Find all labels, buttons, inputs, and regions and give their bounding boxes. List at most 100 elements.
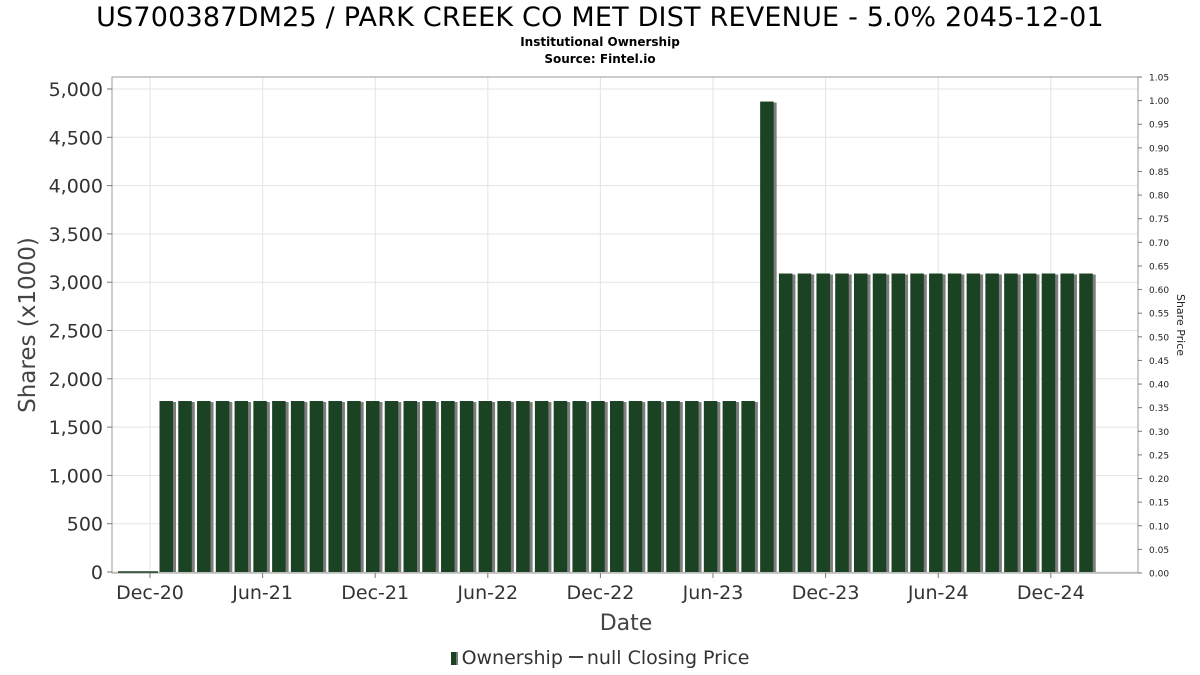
ownership-bar — [441, 401, 455, 572]
y-tick-label: 2,500 — [49, 321, 103, 343]
x-tick-label: Jun-24 — [907, 582, 969, 604]
ownership-bar — [309, 401, 324, 572]
y2-tick-label: 0.45 — [1149, 357, 1169, 367]
ownership-bar — [290, 401, 305, 572]
ownership-bar — [1022, 273, 1037, 572]
chart-subtitle: Institutional Ownership — [520, 35, 680, 49]
y2-tick-label: 0.90 — [1149, 144, 1169, 154]
y2-tick-label: 0.50 — [1149, 333, 1169, 343]
ownership-bar — [534, 401, 549, 572]
ownership-bar — [816, 273, 830, 572]
ownership-bar — [572, 401, 586, 572]
y2-tick-label: 0.25 — [1149, 451, 1169, 461]
ownership-bar — [647, 401, 662, 572]
ownership-bar — [347, 401, 361, 572]
ownership-bar — [985, 273, 999, 572]
ownership-bar — [966, 273, 981, 572]
ownership-bar — [272, 401, 286, 572]
y-tick-label: 500 — [67, 514, 103, 536]
ownership-bar — [178, 401, 192, 572]
y2-tick-label: 0.85 — [1149, 168, 1169, 178]
ownership-bar — [459, 401, 474, 572]
chart-title: US700387DM25 / PARK CREEK CO MET DIST RE… — [96, 2, 1104, 33]
y2-tick-label: 0.40 — [1149, 381, 1169, 391]
y2-tick-label: 0.75 — [1149, 215, 1169, 225]
ownership-bar — [947, 273, 962, 572]
bars-layer — [118, 101, 1096, 573]
ownership-bar — [741, 401, 755, 572]
y2-tick-label: 0.10 — [1149, 522, 1169, 532]
ownership-bar — [778, 273, 793, 572]
y-tick-label: 5,000 — [49, 79, 103, 101]
ownership-bar — [422, 401, 436, 572]
y2-tick-label: 0.00 — [1149, 570, 1169, 580]
y-tick-label: 3,000 — [49, 272, 103, 294]
y2-tick-label: 0.05 — [1149, 546, 1169, 556]
y2-tick-label: 0.65 — [1149, 262, 1169, 272]
x-tick-label: Dec-22 — [566, 582, 634, 604]
ownership-bar — [553, 401, 568, 572]
x-tick-label: Jun-22 — [456, 582, 518, 604]
ownership-bar — [891, 273, 906, 572]
chart-legend: Ownership null Closing Price — [0, 647, 1200, 669]
ownership-bar — [365, 401, 380, 572]
ownership-bar — [478, 401, 493, 572]
y2-tick-label: 0.55 — [1149, 310, 1169, 320]
ownership-bar — [1060, 273, 1074, 572]
ownership-bar — [159, 401, 173, 572]
y-tick-label: 3,500 — [49, 224, 103, 246]
y-axis: 0 500 1,000 1,500 2,000 2,500 3,000 3,500 4,000 4… — [49, 79, 112, 584]
ownership-bar — [403, 401, 418, 572]
ownership-bar — [835, 273, 849, 572]
y-tick-label: 2,000 — [49, 369, 103, 391]
x-tick-label: Dec-20 — [116, 582, 184, 604]
y2-axis-label: Share Price — [1174, 294, 1187, 356]
ownership-bar — [1041, 273, 1056, 572]
legend-ownership-label: Ownership — [461, 647, 563, 669]
ownership-bar — [929, 273, 943, 572]
ownership-bar — [253, 401, 267, 572]
chart-source: Source: Fintel.io — [544, 52, 656, 66]
x-tick-label: Dec-23 — [792, 582, 860, 604]
y2-tick-label: 0.15 — [1149, 499, 1169, 509]
ownership-legend-swatch — [450, 652, 458, 665]
y-tick-label: 4,000 — [49, 176, 103, 198]
y-tick-label: 0 — [91, 562, 103, 584]
y2-tick-label: 0.70 — [1149, 239, 1169, 249]
ownership-bar — [384, 401, 399, 572]
ownership-bar — [516, 401, 530, 572]
y2-axis: 0.00 0.05 0.10 0.15 0.20 0.25 0.30 0.35 0.40 0.45… — [1138, 74, 1169, 580]
y-tick-label: 1,500 — [49, 417, 103, 439]
ownership-bar — [197, 401, 211, 572]
ownership-bar — [685, 401, 699, 572]
ownership-bar — [872, 273, 887, 572]
y2-tick-label: 0.35 — [1149, 404, 1169, 414]
x-tick-label: Dec-21 — [341, 582, 409, 604]
legend-price-label: null Closing Price — [586, 647, 750, 669]
ownership-bar — [703, 401, 718, 572]
ownership-bar — [1004, 273, 1018, 572]
y-tick-label: 1,000 — [49, 465, 103, 487]
y-tick-label: 4,500 — [49, 127, 103, 149]
y2-tick-label: 0.30 — [1149, 428, 1169, 438]
ownership-bar — [666, 401, 680, 572]
ownership-bar — [853, 273, 868, 572]
y2-tick-label: 0.20 — [1149, 475, 1169, 485]
ownership-bar — [760, 101, 774, 573]
closing-price-legend-swatch — [568, 656, 583, 658]
y2-tick-label: 0.60 — [1149, 286, 1169, 296]
x-tick-label: Jun-21 — [231, 582, 293, 604]
ownership-bar — [234, 401, 249, 572]
ownership-bar — [628, 401, 643, 572]
ownership-bar — [609, 401, 624, 572]
ownership-bar — [328, 401, 342, 572]
ownership-bar — [1079, 273, 1093, 572]
ownership-bar — [797, 273, 812, 572]
plot-frame — [111, 76, 1139, 574]
x-axis-label: Date — [600, 611, 653, 636]
x-tick-label: Dec-24 — [1017, 582, 1085, 604]
y2-tick-label: 0.80 — [1149, 192, 1169, 202]
y2-tick-label: 1.05 — [1149, 74, 1169, 84]
y2-tick-label: 1.00 — [1149, 97, 1169, 107]
x-tick-label: Jun-23 — [682, 582, 744, 604]
